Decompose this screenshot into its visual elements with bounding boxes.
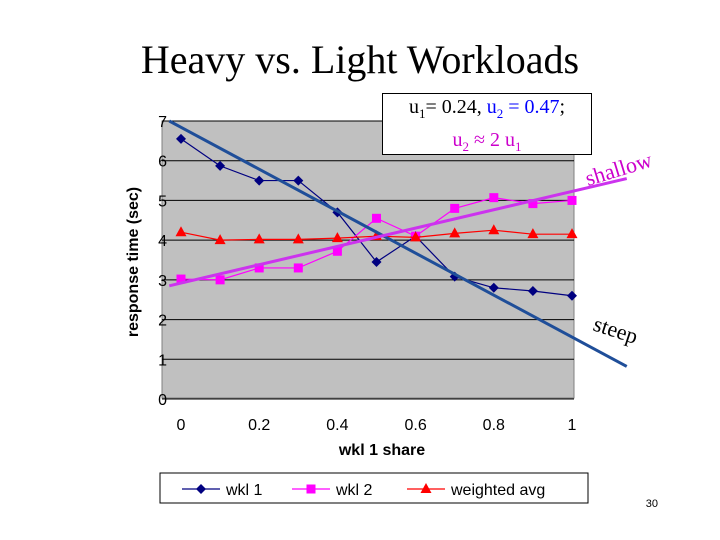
data-point (293, 175, 304, 186)
legend-box (159, 472, 589, 504)
note-line-1: u1= 0.24, u2 = 0.47; (383, 94, 591, 127)
gridlines (162, 120, 574, 400)
x-tick-labels: 0 0.2 0.4 0.6 0.8 1 (177, 417, 577, 434)
utilization-note: u1= 0.24, u2 = 0.47; u2 ≈ 2 u1 (382, 93, 592, 155)
y-tick-label: 6 (158, 154, 167, 171)
x-tick-label: 0.4 (326, 417, 348, 434)
data-point (293, 263, 303, 273)
data-point (215, 160, 226, 171)
y-tick-label: 2 (158, 313, 167, 330)
data-point (196, 484, 206, 494)
line2-approx: ≈ 2 u (469, 129, 515, 151)
data-point (449, 227, 461, 238)
data-point (332, 246, 342, 256)
data-point (566, 228, 578, 239)
data-point (372, 213, 381, 223)
u1-subscript: 1 (418, 106, 426, 121)
legend-label: wkl 2 (335, 482, 373, 499)
series-wkl-2 (176, 193, 577, 285)
data-point (450, 203, 460, 213)
u1-value: = 0.24, (425, 96, 487, 118)
data-point (488, 224, 500, 235)
legend-item: wkl 1 (182, 482, 263, 499)
data-point (371, 256, 382, 267)
data-point (488, 282, 499, 293)
y-tick-label: 0 (158, 392, 167, 409)
data-point (567, 290, 577, 301)
y-tick-label: 7 (158, 114, 167, 131)
y-tick-labels: 0 1 2 3 4 5 6 7 (158, 114, 167, 409)
data-point (176, 274, 186, 284)
x-tick-label: 0.2 (248, 417, 270, 434)
data-point (175, 226, 187, 237)
legend-label: weighted avg (450, 482, 545, 499)
note-semicolon: ; (559, 96, 566, 118)
y-tick-label: 3 (158, 273, 167, 290)
data-point (254, 175, 265, 186)
x-tick-label: 0.6 (404, 417, 426, 434)
data-point (253, 233, 265, 244)
legend-item: weighted avg (407, 482, 545, 499)
y-tick-label: 4 (158, 233, 167, 250)
trend-layer (168, 119, 628, 368)
x-tick-label: 0.8 (483, 417, 505, 434)
data-point (176, 133, 186, 144)
legend-item: wkl 2 (292, 482, 373, 499)
data-point (528, 199, 538, 209)
x-tick-label: 0 (177, 417, 186, 434)
data-point (567, 195, 577, 205)
u2-subscript: 2 (496, 106, 504, 121)
data-point (306, 484, 316, 494)
page-number: 30 (645, 498, 658, 510)
line2-u2-subscript: 2 (462, 139, 470, 154)
data-point (215, 275, 225, 285)
data-point (527, 285, 538, 296)
data-point (292, 233, 304, 244)
steep-annotation: steep (590, 311, 641, 349)
data-point (214, 234, 226, 245)
y-tick-label: 5 (158, 193, 167, 210)
line2-u2-symbol: u (452, 129, 463, 151)
u2-value: = 0.47 (503, 96, 560, 118)
y-tick-label: 1 (158, 352, 167, 369)
x-tick-label: 1 (568, 417, 577, 434)
trend-line-shallow (168, 177, 628, 288)
data-point (410, 231, 422, 242)
y-axis-label: response time (sec) (125, 187, 142, 337)
u1-symbol: u (408, 96, 419, 118)
legend-label: wkl 1 (225, 482, 263, 499)
u2-symbol: u (486, 96, 497, 118)
series-layer (175, 133, 578, 301)
trend-line-steep (168, 119, 628, 368)
slide-title: Heavy vs. Light Workloads (140, 37, 580, 82)
data-point (527, 228, 539, 239)
x-axis-label: wkl 1 share (338, 442, 425, 459)
legend: wkl 1 wkl 2 weighted avg (182, 482, 545, 499)
shallow-annotation: shallow (582, 147, 655, 191)
data-point (489, 193, 499, 203)
data-point (420, 483, 432, 493)
note-line-2: u2 ≈ 2 u1 (383, 127, 591, 160)
data-point (331, 232, 343, 243)
line2-u1-subscript: 1 (514, 139, 522, 154)
data-point (254, 263, 264, 273)
plot-area (161, 120, 575, 399)
